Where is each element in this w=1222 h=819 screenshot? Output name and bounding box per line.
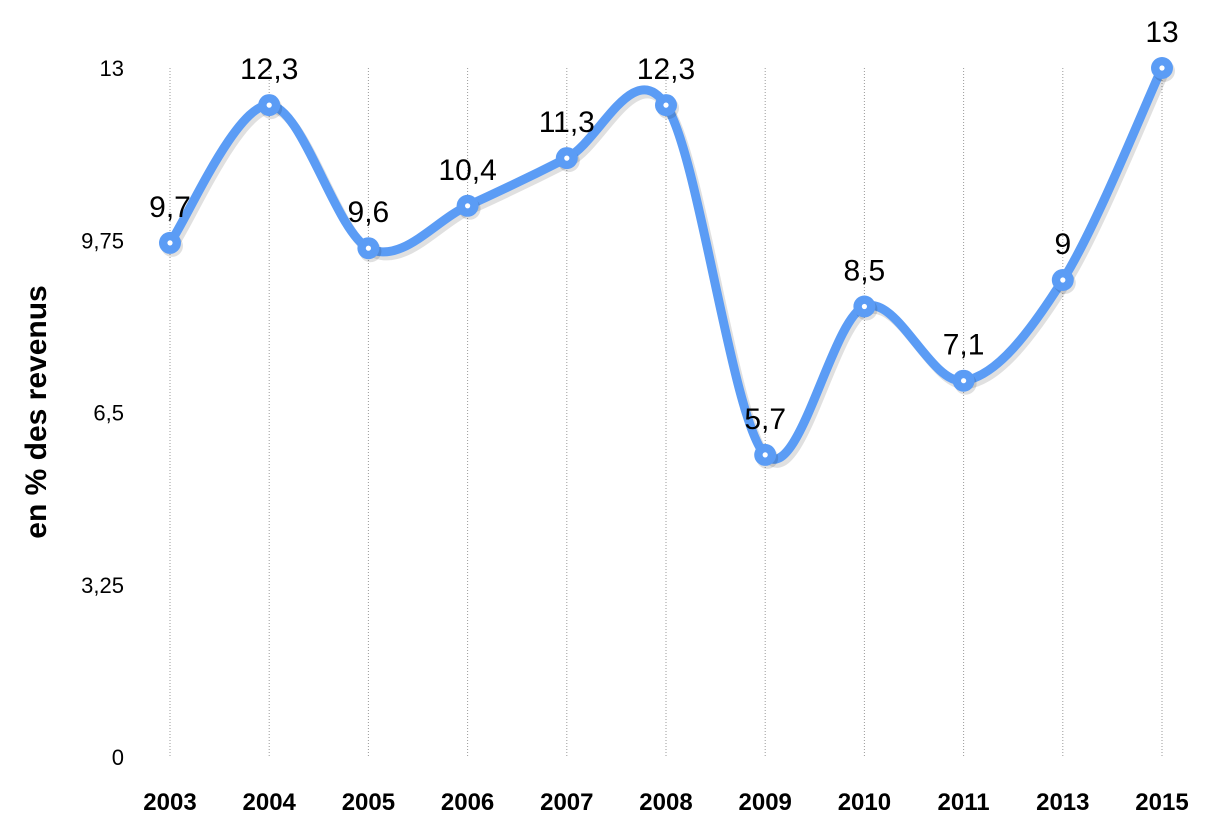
- x-tick-2011: 2011: [938, 789, 990, 816]
- y-tick-13: 13: [100, 56, 124, 81]
- data-label-2006: 10,4: [438, 154, 496, 187]
- data-label-2007: 11,3: [539, 106, 595, 139]
- data-label-2010: 8,5: [844, 255, 886, 288]
- data-label-2009: 5,7: [744, 403, 786, 436]
- series-layer: [159, 57, 1175, 469]
- data-label-2011: 7,1: [943, 329, 985, 362]
- data-point-center-2006: [465, 203, 471, 209]
- data-point-center-2010: [861, 303, 868, 310]
- data-labels: 9,7 12,3 9,6 10,4 11,3 12,3 5,7 8,5 7,1 9 13: [149, 16, 1179, 436]
- data-point-center-2005: [365, 245, 371, 251]
- x-tick-2008: 2008: [639, 789, 692, 816]
- data-point-center-2004: [266, 102, 272, 108]
- data-label-2004: 12,3: [240, 53, 298, 86]
- y-axis: 0 3,25 6,5 9,75 13: [81, 56, 124, 770]
- data-label-2015: 13: [1145, 16, 1178, 49]
- y-tick-9,75: 9,75: [81, 228, 124, 253]
- x-tick-2004: 2004: [243, 789, 297, 816]
- data-label-2008: 12,3: [637, 53, 695, 86]
- x-tick-2005: 2005: [342, 789, 395, 816]
- data-label-2003: 9,7: [149, 191, 191, 224]
- data-point-center-2008: [663, 102, 669, 108]
- y-tick-3,25: 3,25: [81, 573, 124, 598]
- y-axis-label: en % des revenus: [20, 285, 53, 538]
- x-tick-2003: 2003: [143, 789, 196, 816]
- data-point-center-2003: [167, 240, 173, 246]
- grid-lines: [169, 68, 1163, 757]
- data-point-center-2011: [961, 378, 967, 384]
- x-tick-2013: 2013: [1036, 789, 1089, 816]
- y-tick-6,5: 6,5: [93, 401, 124, 426]
- x-tick-2006: 2006: [441, 789, 494, 816]
- data-point-center-2015: [1159, 65, 1165, 71]
- x-tick-2010: 2010: [838, 789, 891, 816]
- x-axis: 2003 2004 2005 2006 2007 2008 2009 2010 2011 2013…: [143, 789, 1188, 816]
- data-point-center-2009: [762, 452, 768, 458]
- x-tick-2007: 2007: [540, 789, 593, 816]
- x-tick-2015: 2015: [1135, 789, 1188, 816]
- data-point-center-2013: [1060, 277, 1066, 283]
- data-label-2013: 9: [1054, 228, 1071, 261]
- x-tick-2009: 2009: [739, 789, 792, 816]
- series-line: [165, 63, 1167, 464]
- data-point-center-2007: [564, 155, 570, 161]
- y-tick-0: 0: [112, 745, 124, 770]
- series-line-shadow: [168, 67, 1170, 468]
- data-label-2005: 9,6: [348, 196, 390, 229]
